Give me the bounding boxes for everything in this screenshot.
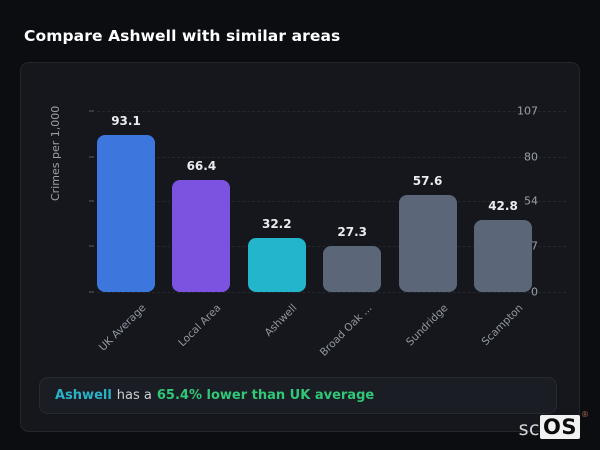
y-tick-mark — [89, 110, 94, 112]
bar-value-label: 93.1 — [111, 113, 141, 128]
gridline — [97, 156, 566, 158]
y-tick-label: 0 — [531, 285, 538, 299]
comparison-chart-card: Crimes per 1,000 027548010793.1UK Averag… — [20, 62, 580, 432]
bar-uk-average — [97, 134, 155, 292]
x-tick-label: Local Area — [176, 302, 224, 350]
note-subject: Ashwell — [55, 388, 112, 403]
bar-value-label: 57.6 — [412, 173, 443, 188]
bar-value-label: 27.3 — [337, 224, 367, 239]
y-tick-mark — [89, 200, 94, 202]
x-tick-label: UK Average — [96, 302, 149, 354]
bar-sundridge — [398, 194, 457, 292]
bar-broad-oak- — [323, 245, 382, 292]
scos-logo: sc OS ® — [518, 411, 589, 440]
logo-suffix: OS — [540, 415, 580, 439]
gridline — [97, 111, 566, 112]
note-connector: has a — [116, 388, 152, 403]
y-axis-title: Crimes per 1,000 — [49, 105, 62, 201]
bar-value-label: 42.8 — [488, 198, 518, 213]
y-tick-label: 80 — [524, 150, 538, 164]
x-tick-label: Sundridge — [403, 302, 451, 349]
y-tick-mark — [89, 291, 94, 293]
bar-local-area — [172, 179, 231, 292]
y-tick-label: 54 — [524, 194, 538, 208]
summary-note: Ashwell has a 65.4% lower than UK averag… — [39, 377, 557, 414]
page-title: Compare Ashwell with similar areas — [24, 27, 341, 45]
logo-prefix: sc — [518, 418, 541, 440]
y-tick-mark — [89, 245, 94, 247]
y-tick-label: 107 — [517, 104, 538, 118]
bar-value-label: 32.2 — [261, 216, 292, 231]
x-tick-label: Scampton — [479, 302, 526, 348]
bar-scampton — [474, 219, 532, 292]
bar-value-label: 66.4 — [186, 158, 217, 173]
gridline — [97, 292, 566, 293]
gridline — [97, 200, 566, 202]
x-tick-label: Broad Oak ... — [317, 302, 375, 359]
registered-trademark-icon: ® — [581, 410, 589, 419]
bar-ashwell — [247, 237, 306, 292]
x-tick-label: Ashwell — [262, 302, 300, 339]
y-tick-mark — [89, 156, 94, 158]
note-highlight: 65.4% lower than UK average — [156, 388, 375, 403]
